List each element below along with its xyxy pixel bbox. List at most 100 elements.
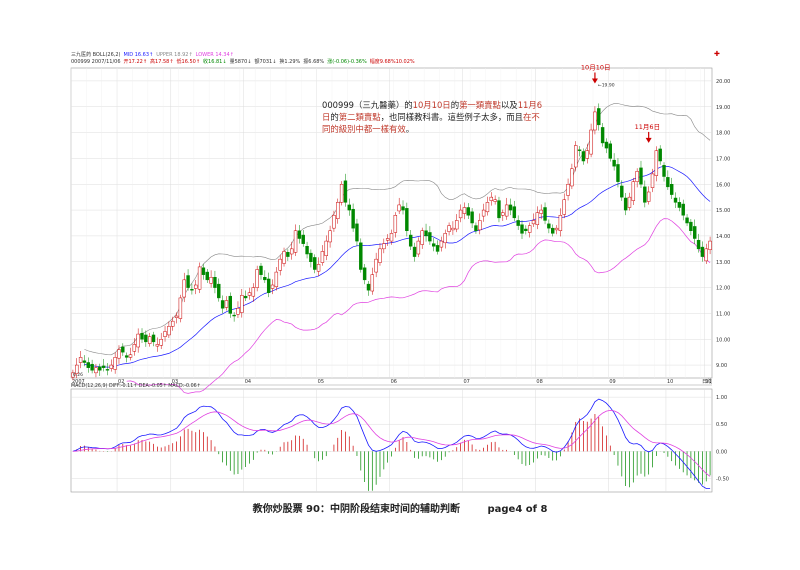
chart-options-icon[interactable]: ✚ bbox=[714, 50, 720, 58]
candle-body bbox=[539, 209, 543, 214]
candle-body bbox=[669, 184, 674, 195]
price-tick-label: 16.00 bbox=[716, 182, 730, 188]
candle-body bbox=[432, 243, 436, 247]
candle-body bbox=[416, 240, 421, 255]
candle-body bbox=[666, 177, 670, 188]
candle-body bbox=[685, 217, 689, 224]
annotation-label: 11月6日 bbox=[635, 123, 660, 131]
candle-body bbox=[451, 227, 455, 231]
candle-body bbox=[136, 333, 140, 348]
candle-body bbox=[109, 364, 114, 369]
date-tick-label: 11 bbox=[705, 379, 711, 385]
candle-body bbox=[194, 284, 198, 289]
macd-tick-label: 0.50 bbox=[716, 422, 727, 428]
candle-body bbox=[140, 332, 144, 340]
header-field: MID 16.63↑ bbox=[123, 52, 154, 58]
candle-body bbox=[240, 295, 244, 313]
candle-body bbox=[570, 168, 574, 187]
candle-body bbox=[343, 180, 348, 203]
candle-body bbox=[478, 220, 482, 231]
candle-body bbox=[612, 159, 616, 167]
candle-body bbox=[489, 196, 494, 201]
candle-body bbox=[531, 220, 536, 225]
candle-body bbox=[174, 315, 179, 318]
note-segment: 。 bbox=[405, 124, 415, 134]
candle-body bbox=[251, 287, 256, 297]
candle-body bbox=[263, 277, 267, 281]
candle-body bbox=[627, 196, 632, 208]
candle-body bbox=[497, 200, 501, 219]
candle-body bbox=[151, 334, 156, 343]
header-field: 高17.58↑ bbox=[150, 59, 174, 65]
candle-body bbox=[236, 308, 240, 315]
candle-body bbox=[320, 251, 325, 263]
candle-body bbox=[393, 215, 398, 233]
date-tick-label: 04 bbox=[245, 379, 251, 385]
annotation-arrowhead bbox=[591, 78, 598, 84]
candle-body bbox=[455, 220, 459, 230]
candle-body bbox=[485, 202, 490, 213]
candle-body bbox=[639, 167, 643, 185]
header-field: 三九医药 BOLL(26,2) bbox=[71, 52, 121, 58]
candle-body bbox=[82, 360, 87, 363]
candle-body bbox=[289, 248, 294, 255]
price-tick-label: 14.00 bbox=[716, 234, 730, 240]
macd-tick-label: -0.50 bbox=[716, 476, 729, 482]
candle-body bbox=[527, 225, 532, 233]
candle-body bbox=[78, 357, 83, 363]
candle-body bbox=[374, 258, 378, 273]
candle-body bbox=[90, 363, 94, 371]
commentary-note: 000999（三九醫藥）的10月10日的第一類賣點以及11月6日的第二類賣點，也… bbox=[322, 99, 544, 135]
header-field: 量5870↓ bbox=[229, 59, 252, 65]
date-tick-label: 日线 bbox=[702, 378, 712, 385]
candle-body bbox=[71, 372, 75, 378]
candle-body bbox=[313, 257, 317, 270]
candle-body bbox=[362, 267, 367, 281]
candle-body bbox=[696, 239, 701, 250]
candle-body bbox=[558, 215, 563, 231]
candle-body bbox=[693, 226, 697, 239]
header-field: 振6.68% bbox=[303, 59, 325, 65]
note-segment: 10月10日 bbox=[412, 100, 451, 110]
candle-body bbox=[470, 211, 474, 224]
candle-body bbox=[293, 230, 298, 253]
date-tick-label: 05 bbox=[318, 379, 324, 385]
candle-body bbox=[255, 269, 259, 288]
candle-body bbox=[98, 366, 102, 371]
candle-body bbox=[620, 185, 624, 198]
candle-body bbox=[243, 295, 248, 299]
macd-dea-line bbox=[72, 409, 711, 477]
candle-body bbox=[213, 277, 217, 288]
candle-body bbox=[259, 265, 263, 275]
candle-body bbox=[623, 197, 628, 211]
date-tick-label: 2007 bbox=[72, 379, 85, 385]
header-field: 收16.81↓ bbox=[203, 59, 227, 65]
candle-body bbox=[121, 346, 125, 353]
candle-body bbox=[167, 326, 171, 336]
candle-body bbox=[351, 208, 355, 229]
candle-body bbox=[117, 349, 121, 359]
candle-body bbox=[512, 206, 517, 219]
candle-body bbox=[662, 165, 666, 177]
macd-tick-label: 0.00 bbox=[716, 449, 727, 455]
note-segment: 第一類賣點 bbox=[459, 100, 501, 110]
candle-body bbox=[650, 173, 655, 188]
candle-body bbox=[389, 233, 394, 242]
candle-body bbox=[600, 127, 605, 144]
candle-body bbox=[439, 240, 444, 248]
candle-body bbox=[508, 204, 513, 211]
header-field: 额7031↓ bbox=[254, 59, 277, 65]
macd-diff-line bbox=[72, 398, 711, 489]
note-segment: 的 bbox=[450, 100, 460, 110]
note-segment: 000999（三九醫藥）的 bbox=[322, 100, 413, 110]
note-segment: 以及 bbox=[500, 100, 518, 110]
candle-body bbox=[654, 150, 659, 176]
candle-body bbox=[86, 362, 90, 368]
candle-body bbox=[190, 289, 194, 291]
candle-body bbox=[635, 171, 639, 182]
candle-body bbox=[524, 228, 528, 231]
candle-body bbox=[247, 292, 252, 296]
candle-body bbox=[124, 355, 129, 358]
price-tick-label: 18.00 bbox=[716, 131, 730, 137]
